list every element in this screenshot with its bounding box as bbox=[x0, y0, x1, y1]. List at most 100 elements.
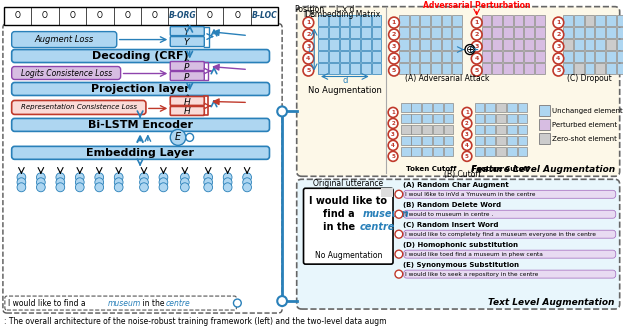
Bar bbox=[431, 63, 441, 73]
Bar bbox=[518, 136, 527, 145]
Text: Adversarial Perturbation: Adversarial Perturbation bbox=[423, 1, 531, 10]
Circle shape bbox=[395, 250, 403, 258]
Bar bbox=[361, 51, 371, 62]
Text: O: O bbox=[42, 11, 48, 20]
Circle shape bbox=[388, 140, 398, 150]
Text: Original utterance: Original utterance bbox=[313, 179, 383, 188]
Bar bbox=[339, 51, 349, 62]
Text: 3: 3 bbox=[474, 44, 479, 49]
Circle shape bbox=[115, 178, 123, 187]
Text: 2: 2 bbox=[391, 121, 395, 126]
Text: I would to museum in centre .: I would to museum in centre . bbox=[404, 212, 493, 217]
Text: I would like to completely find a museum everyone in the centre: I would like to completely find a museum… bbox=[404, 232, 596, 237]
Bar bbox=[475, 147, 484, 156]
Circle shape bbox=[553, 53, 564, 64]
Bar bbox=[563, 26, 573, 38]
Bar bbox=[518, 104, 527, 113]
Bar bbox=[496, 125, 506, 134]
Bar bbox=[475, 115, 484, 123]
Bar bbox=[524, 39, 534, 50]
Circle shape bbox=[462, 140, 472, 150]
Bar bbox=[475, 104, 484, 113]
Circle shape bbox=[553, 65, 564, 76]
FancyBboxPatch shape bbox=[170, 96, 204, 106]
Bar bbox=[496, 147, 506, 156]
Circle shape bbox=[303, 29, 314, 40]
Text: centre: centre bbox=[165, 299, 190, 307]
Bar bbox=[563, 39, 573, 50]
Text: 4: 4 bbox=[465, 143, 469, 148]
Bar bbox=[372, 63, 381, 73]
Bar bbox=[514, 15, 524, 25]
Text: Bi-LSTM Encoder: Bi-LSTM Encoder bbox=[88, 120, 193, 130]
Circle shape bbox=[204, 173, 212, 182]
FancyBboxPatch shape bbox=[12, 100, 146, 115]
Bar bbox=[420, 39, 430, 50]
Bar bbox=[431, 26, 441, 38]
Circle shape bbox=[462, 108, 472, 118]
Text: I woul l6ke to inVd a Ymuveum in the centre: I woul l6ke to inVd a Ymuveum in the cen… bbox=[404, 192, 535, 197]
Circle shape bbox=[76, 183, 84, 192]
Text: L x d: L x d bbox=[336, 5, 355, 14]
Bar bbox=[539, 106, 550, 117]
Text: Perturbed element: Perturbed element bbox=[552, 122, 617, 128]
Circle shape bbox=[115, 183, 123, 192]
Text: 1: 1 bbox=[556, 20, 561, 25]
Bar bbox=[399, 63, 408, 73]
Text: Embedding Layer: Embedding Layer bbox=[86, 148, 194, 158]
FancyBboxPatch shape bbox=[170, 26, 204, 35]
Bar bbox=[444, 147, 453, 156]
Bar bbox=[503, 39, 513, 50]
Circle shape bbox=[471, 29, 482, 40]
Bar bbox=[518, 115, 527, 123]
Bar bbox=[444, 115, 453, 123]
Circle shape bbox=[17, 173, 26, 182]
Circle shape bbox=[36, 183, 45, 192]
Circle shape bbox=[303, 53, 314, 64]
Circle shape bbox=[277, 107, 287, 117]
Bar bbox=[485, 147, 495, 156]
Bar bbox=[318, 63, 328, 73]
Bar bbox=[444, 136, 453, 145]
Bar bbox=[617, 63, 627, 73]
FancyBboxPatch shape bbox=[12, 31, 116, 48]
Bar bbox=[496, 115, 506, 123]
Text: Unchanged element: Unchanged element bbox=[552, 108, 622, 114]
Bar bbox=[485, 104, 495, 113]
Text: in the: in the bbox=[323, 222, 358, 232]
Circle shape bbox=[159, 183, 168, 192]
Bar bbox=[507, 125, 516, 134]
FancyBboxPatch shape bbox=[170, 71, 204, 80]
Bar bbox=[496, 136, 506, 145]
Bar bbox=[574, 39, 584, 50]
FancyBboxPatch shape bbox=[12, 118, 269, 131]
Text: I would like to find a: I would like to find a bbox=[8, 299, 88, 307]
Circle shape bbox=[395, 190, 403, 198]
Text: 2: 2 bbox=[556, 32, 561, 37]
FancyBboxPatch shape bbox=[404, 230, 616, 238]
Text: (A) Adversarial Attack: (A) Adversarial Attack bbox=[405, 74, 490, 83]
Bar bbox=[442, 15, 451, 25]
Bar bbox=[412, 147, 421, 156]
Text: Decoding (CRF): Decoding (CRF) bbox=[92, 51, 188, 61]
FancyBboxPatch shape bbox=[404, 210, 616, 218]
Bar bbox=[372, 39, 381, 50]
Bar bbox=[433, 125, 443, 134]
Bar bbox=[514, 51, 524, 62]
Text: $P$: $P$ bbox=[183, 71, 191, 81]
Text: B-LOC: B-LOC bbox=[252, 11, 277, 20]
Bar bbox=[442, 51, 451, 62]
FancyBboxPatch shape bbox=[297, 7, 620, 176]
Text: 3: 3 bbox=[556, 44, 561, 49]
Bar bbox=[524, 26, 534, 38]
Bar bbox=[410, 26, 419, 38]
Bar bbox=[452, 63, 462, 73]
Circle shape bbox=[553, 29, 564, 40]
Bar bbox=[492, 15, 502, 25]
Bar bbox=[422, 104, 432, 113]
Bar bbox=[503, 51, 513, 62]
Bar bbox=[606, 39, 616, 50]
Bar bbox=[433, 104, 443, 113]
Bar bbox=[329, 63, 339, 73]
Text: (B) Cutoff: (B) Cutoff bbox=[444, 170, 481, 179]
